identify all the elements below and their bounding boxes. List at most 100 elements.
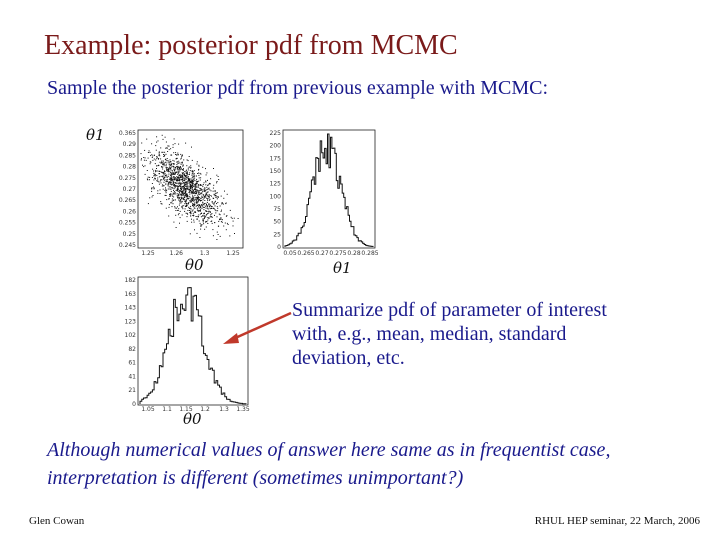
scatter-point [206, 221, 208, 223]
scatter-point [179, 189, 181, 191]
scatter-point [189, 190, 191, 192]
scatter-point [180, 175, 182, 177]
scatter-point [164, 173, 166, 175]
scatter-point [212, 190, 214, 192]
scatter-point [191, 185, 193, 187]
scatter-point [193, 204, 195, 206]
scatter-point [177, 189, 179, 190]
scatter-point [181, 190, 183, 192]
scatter-point [160, 182, 162, 184]
scatter-point [188, 206, 190, 208]
scatter-point [208, 203, 210, 205]
scatter-point [146, 138, 148, 140]
scatter-point [167, 176, 168, 178]
scatter-point [216, 196, 218, 198]
scatter-point [207, 184, 209, 186]
scatter-point [199, 172, 201, 174]
scatter-point [232, 220, 234, 222]
scatter-ylabel: θ1 [86, 126, 105, 144]
scatter-point [216, 181, 218, 182]
scatter-point [153, 154, 155, 156]
scatter-point [175, 214, 177, 216]
scatter-point [171, 164, 172, 166]
scatter-point [190, 201, 192, 203]
scatter-point [170, 193, 172, 195]
scatter-point [191, 189, 193, 191]
scatter-point [189, 197, 191, 199]
scatter-point [151, 157, 153, 158]
scatter-point [211, 222, 213, 224]
scatter-point [140, 159, 142, 161]
histogram-theta0-ytick-label: 102 [125, 332, 137, 339]
scatter-point [151, 154, 153, 156]
scatter-point [177, 210, 179, 211]
scatter-point [196, 198, 198, 200]
scatter-point [183, 197, 185, 199]
scatter-point [179, 173, 181, 175]
scatter-point [177, 178, 179, 180]
scatter-point [172, 165, 174, 167]
scatter-point [181, 179, 183, 181]
scatter-point [206, 204, 207, 205]
scatter-point [181, 161, 183, 163]
scatter-point [177, 187, 179, 189]
scatter-point [216, 231, 218, 233]
scatter-point [171, 179, 173, 181]
scatter-point [155, 145, 157, 147]
scatter-point [192, 170, 194, 172]
scatter-point [198, 207, 200, 209]
scatter-point [186, 196, 188, 198]
scatter-point [177, 174, 179, 175]
scatter-point [202, 186, 204, 188]
scatter-point [142, 164, 143, 166]
scatter-point [175, 180, 177, 182]
scatter-point [168, 149, 170, 151]
pointer-arrow [223, 311, 292, 344]
scatter-point [196, 175, 197, 177]
scatter-point [188, 188, 189, 190]
scatter-point [172, 146, 174, 148]
scatter-point [156, 156, 157, 158]
scatter-point [193, 189, 194, 191]
scatter-point [210, 178, 212, 180]
scatter-point [175, 189, 177, 191]
scatter-point [193, 173, 195, 175]
scatter-point [182, 194, 184, 196]
scatter-point [207, 179, 208, 181]
interpretation-text: Although numerical values of answer here… [47, 439, 611, 489]
scatter-point [178, 182, 180, 184]
scatter-point [164, 154, 166, 156]
scatter-point [190, 184, 192, 186]
scatter-point [170, 182, 171, 184]
scatter-point [207, 191, 209, 193]
scatter-point [200, 189, 202, 191]
scatter-point [191, 191, 193, 193]
scatter-point [196, 192, 198, 193]
scatter-point [176, 182, 178, 184]
scatter-point [165, 179, 167, 181]
scatter-point [201, 195, 203, 197]
scatter-point [198, 168, 200, 170]
scatter-point [178, 179, 180, 181]
scatter-point [167, 162, 169, 164]
slide-subtitle: Sample the posterior pdf from previous e… [47, 77, 549, 99]
scatter-point [165, 180, 167, 182]
scatter-point [225, 202, 227, 204]
scatter-point [205, 193, 207, 195]
scatter-point [198, 164, 200, 166]
scatter-point [209, 206, 211, 208]
scatter-point [159, 155, 161, 157]
scatter-point [191, 221, 193, 223]
scatter-point [219, 214, 221, 216]
scatter-point [193, 179, 195, 181]
scatter-point [214, 222, 216, 223]
scatter-point [206, 201, 208, 203]
scatter-point [166, 199, 168, 201]
scatter-point [185, 205, 187, 207]
scatter-point [209, 208, 211, 210]
scatter-point [173, 138, 175, 140]
scatter-point [186, 169, 187, 171]
scatter-point [186, 216, 188, 218]
scatter-point [190, 181, 192, 183]
scatter-point [197, 209, 199, 211]
